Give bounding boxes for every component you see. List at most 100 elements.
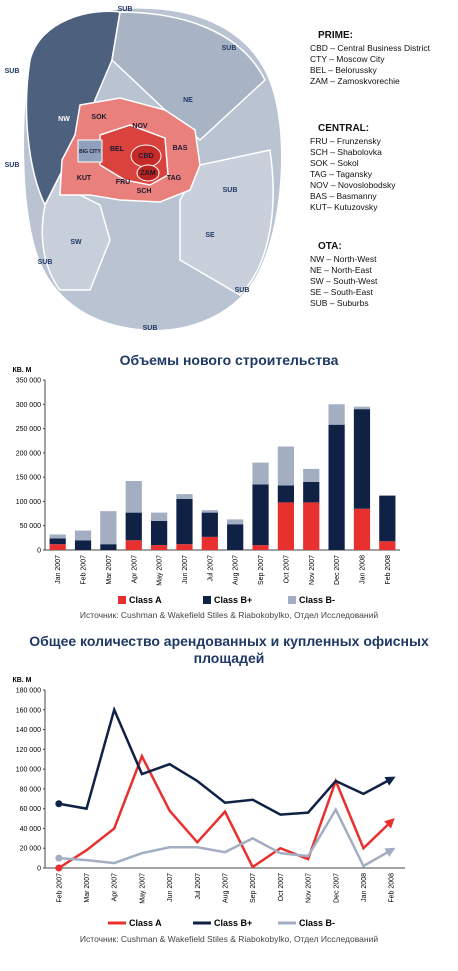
bar [150,545,168,550]
region-ne [111,11,266,142]
bar [74,530,92,541]
legend-group-title: OTA: [318,241,342,252]
bar [303,482,320,503]
y-tick-label: 40 000 [20,826,42,833]
x-tick-label: Mar 2007 [84,873,91,903]
x-tick-label: Dec 2007 [334,555,341,585]
map-label: NOV [132,123,148,130]
bar [100,511,117,545]
bar [125,540,142,550]
x-tick-label: Aug 2007 [233,555,240,585]
y-tick-label: 60 000 [20,806,42,813]
bar [49,538,66,545]
y-tick-label: 0 [37,866,41,873]
bar [277,485,295,503]
y-tick-label: 200 000 [16,450,41,457]
map-label: FRU [116,179,130,186]
bar [252,462,269,485]
y-tick-label: 100 000 [16,767,41,774]
x-tick-label: Mar 2007 [106,555,113,585]
bar [49,544,66,550]
bar [176,499,193,545]
legend-item: TAG – Tagansky [310,169,373,179]
bar [125,512,142,541]
start-marker [55,864,63,872]
legend-item: NE – North-East [310,265,373,275]
bar [303,468,320,482]
y-tick-label: 100 000 [16,499,41,506]
y-tick-label: 120 000 [16,747,41,754]
legend-item: BEL – Belorussky [310,65,378,75]
legend-item: SCH – Shabolovka [310,147,382,157]
map-label: ZAM [140,170,155,177]
x-tick-label: Nov 2007 [309,555,316,585]
y-tick-label: 180 000 [16,688,41,695]
x-tick-label: Jan 2007 [55,555,62,584]
y-tick-label: 160 000 [16,707,41,714]
map-label: BAS [173,145,188,152]
x-tick-label: Apr 2007 [112,873,119,902]
x-tick-label: Sep 2007 [250,873,257,903]
legend-label: Class A [129,595,162,605]
bar [379,495,396,542]
x-tick-label: Aug 2007 [223,873,230,903]
y-axis-label: КВ. М [12,677,31,684]
chart-title: Объемы нового строительства [119,352,339,368]
map-label: SCH [137,188,152,195]
x-tick-label: Jan 2008 [359,555,366,584]
bar [252,545,269,550]
legend-item: NW – North-West [310,254,377,264]
x-tick-label: Feb 2007 [56,873,63,903]
map-label: SUB [143,325,158,332]
legend-item: NOV – Novoslobodsky [310,180,396,190]
bar [176,494,193,499]
bar [379,541,396,550]
bar [201,510,218,513]
y-axis-label: КВ. М [12,367,31,374]
bar [277,446,295,486]
bar [353,508,371,550]
map-label: SUB [5,68,20,75]
x-tick-label: Feb 2008 [385,555,392,585]
bar [303,502,320,550]
bar [74,540,92,550]
legend-label: Class A [129,918,162,928]
bar [201,536,218,550]
x-tick-label: Nov 2007 [306,873,313,903]
x-tick-label: Oct 2007 [278,873,285,902]
x-tick-label: Jan 2008 [361,873,368,902]
region-sw [41,173,111,291]
x-tick-label: May 2007 [157,555,164,586]
y-tick-label: 250 000 [16,426,41,433]
legend-group-title: CENTRAL: [318,123,369,134]
y-tick-label: 140 000 [16,727,41,734]
legend-item: BAS – Basmanny [310,191,377,201]
x-tick-label: Apr 2007 [131,555,138,584]
bar [201,512,218,537]
x-tick-label: Dec 2007 [333,873,340,903]
y-tick-label: 0 [37,548,41,555]
legend-label: Class B- [299,918,335,928]
bar [227,524,244,550]
map-label: SW [70,239,82,246]
x-tick-label: Jul 2007 [207,555,214,582]
bar [100,544,117,550]
map-label: SE [205,232,215,239]
legend-item: FRU – Frunzensky [310,136,382,146]
x-tick-label: Jun 2007 [182,555,189,584]
bar [277,502,295,550]
map-label: SUB [222,45,237,52]
legend-item: CBD – Central Business District [310,43,431,53]
legend-item: SW – South-West [310,276,378,286]
start-marker [55,854,63,862]
y-tick-label: 20 000 [20,846,42,853]
legend-item: SUB – Suburbs [310,298,369,308]
x-tick-label: Feb 2008 [389,873,396,903]
legend-swatch [203,596,211,604]
legend-label: Class B+ [214,918,252,928]
bar [353,406,371,410]
map-label: KUT [77,175,92,182]
x-tick-label: Feb 2007 [81,555,88,585]
legend-swatch [288,596,296,604]
